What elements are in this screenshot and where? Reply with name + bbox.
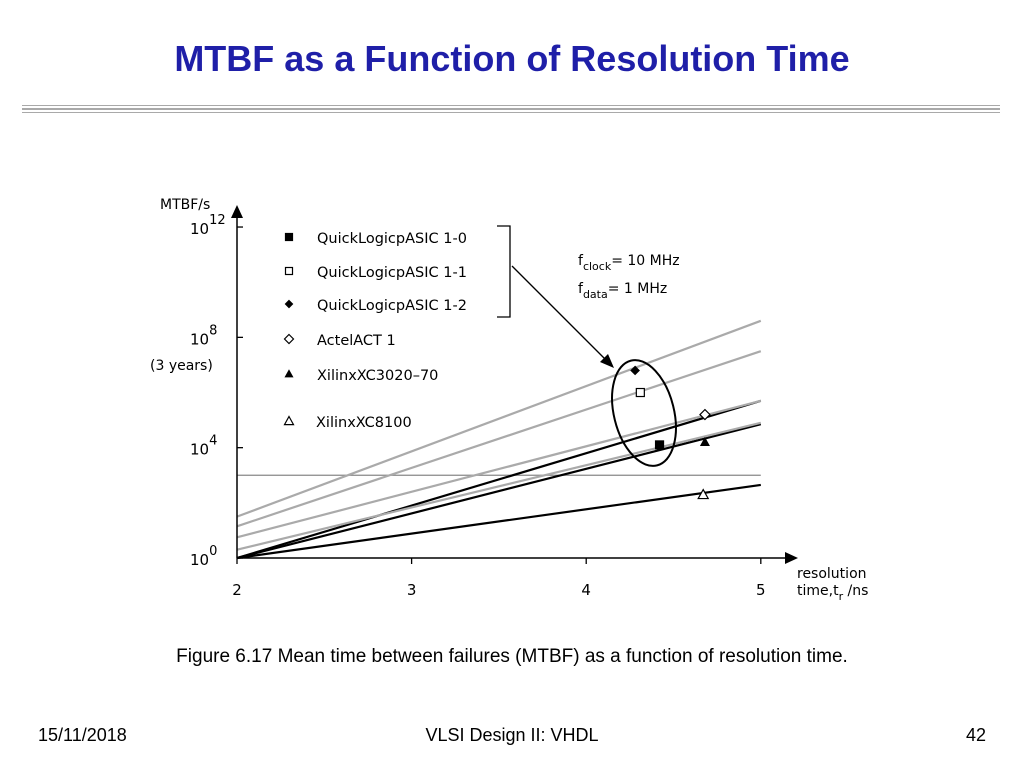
- data-marker-1: [654, 440, 665, 450]
- legend-marker-1: [284, 232, 294, 242]
- figure-caption: Figure 6.17 Mean time between failures (…: [176, 646, 848, 667]
- series-line-3: [236, 483, 761, 560]
- legend-marker-3: [284, 299, 294, 309]
- y-annotation-3-years: (3 years): [150, 358, 213, 374]
- title-divider-middle: [22, 108, 1000, 110]
- legend-marker-4: [283, 333, 295, 345]
- footer-page-number: 42: [965, 725, 986, 745]
- title-divider-bottom: [22, 112, 1000, 113]
- series-line-6: [236, 399, 762, 539]
- y-axis-label: MTBF/s: [160, 197, 210, 213]
- x-axis-arrow: [785, 552, 798, 564]
- x-axis-label-line1: resolution: [797, 566, 867, 582]
- y-tick-label-1e12: 1012: [190, 213, 226, 238]
- y-tick-label-1e0: 100: [190, 544, 217, 569]
- slide-title: MTBF as a Function of Resolution Time: [174, 38, 850, 79]
- data-marker-3: [630, 365, 640, 376]
- y-tick-label-1e4: 104: [190, 434, 217, 459]
- data-frequency-label: fdata= 1 MHz: [578, 281, 667, 301]
- x-tick-label-3: 3: [407, 581, 417, 599]
- legend-label-5: XilinxXC3020–70: [317, 368, 438, 384]
- legend-label-4: ActelACT 1: [317, 333, 396, 349]
- clock-frequency-label: fclock= 10 MHz: [578, 253, 680, 273]
- highlight-ellipse: [611, 359, 677, 467]
- data-markers: [630, 365, 711, 500]
- x-tick-label-2: 2: [232, 581, 242, 599]
- data-marker-4: [699, 408, 711, 421]
- legend: fclock= 10 MHz fdata= 1 MHz QuickLogicpA…: [283, 225, 680, 467]
- callout-arrowhead: [600, 354, 614, 368]
- x-axis-label-line2: time,tr /ns: [797, 583, 868, 603]
- series-line-4: [236, 319, 762, 518]
- legend-marker-5: [284, 369, 294, 378]
- legend-marker-2: [284, 266, 294, 276]
- legend-label-3: QuickLogicpASIC 1-2: [317, 298, 467, 314]
- title-divider-top: [22, 105, 1000, 106]
- axes-layer: MTBF/s resolution time,tr /ns (3 years): [150, 197, 868, 603]
- data-marker-2: [635, 387, 645, 398]
- y-tick-label-1e8: 108: [190, 323, 217, 348]
- x-tick-label-4: 4: [581, 581, 591, 599]
- legend-label-6: XilinxXC8100: [316, 415, 412, 431]
- legend-label-1: QuickLogicpASIC 1-0: [317, 231, 467, 247]
- legend-marker-6: [283, 415, 295, 426]
- data-marker-5: [699, 436, 710, 446]
- series-line-2: [236, 423, 762, 560]
- series-line-1: [236, 399, 762, 560]
- legend-label-2: QuickLogicpASIC 1-1: [317, 265, 467, 281]
- y-axis-arrow: [231, 205, 243, 218]
- x-tick-label-5: 5: [756, 581, 766, 599]
- footer-course-title: VLSI Design II: VHDL: [425, 725, 599, 745]
- legend-bracket: [497, 225, 511, 318]
- callout-arrow-line: [511, 265, 609, 363]
- mtbf-chart: MTBF/s resolution time,tr /ns (3 years) …: [150, 197, 868, 603]
- series-layer: [236, 319, 762, 560]
- ticks-layer: 2 3 4 5 100 104 108 1012: [190, 213, 766, 599]
- series-line-5: [236, 350, 762, 528]
- data-marker-6: [697, 488, 710, 500]
- footer-date: 15/11/2018: [38, 725, 127, 745]
